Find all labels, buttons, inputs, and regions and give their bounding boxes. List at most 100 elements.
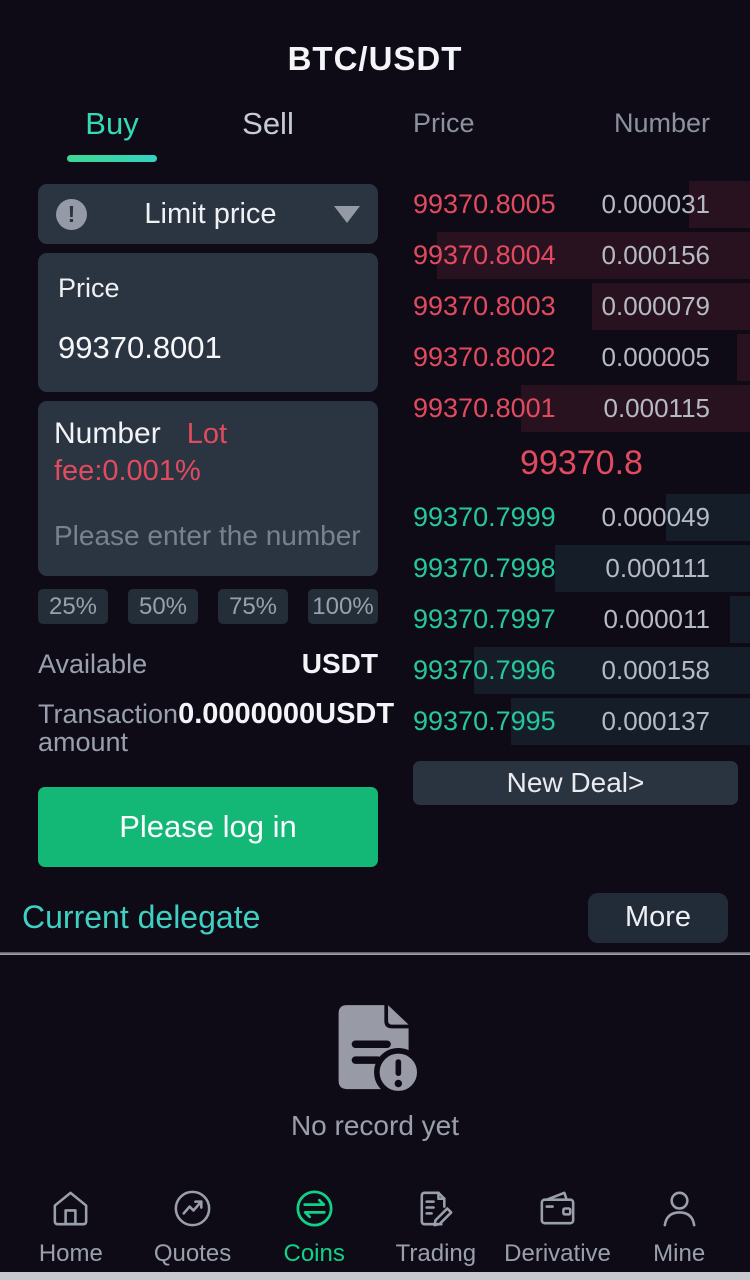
home-indicator-bar	[0, 1272, 750, 1280]
home-icon	[53, 1191, 88, 1226]
tab-sell[interactable]: Sell	[242, 106, 294, 141]
ask-depth-bar	[591, 283, 750, 330]
delegate-bar: Current delegate More	[0, 892, 750, 943]
bid-price: 99370.7998	[413, 553, 556, 583]
bid-price: 99370.7997	[413, 604, 556, 634]
available-label: Available	[38, 649, 148, 679]
bid-number: 0.000158	[601, 655, 710, 685]
main-content: Buy Sell ! Limit price Price 99370.8001 …	[0, 106, 750, 867]
exclamation-circle-icon: !	[56, 198, 87, 230]
bid-row[interactable]: 99370.7997 0.000011	[413, 594, 750, 645]
ask-number: 0.000031	[601, 189, 710, 219]
nav-label-quotes: Quotes	[153, 1240, 232, 1267]
asks-list: 99370.8005 0.000031 99370.8004 0.000156 9937…	[413, 179, 750, 434]
order-type-select[interactable]: ! Limit price	[38, 184, 378, 244]
bid-price: 99370.7995	[413, 706, 556, 736]
percent-100-button[interactable]: 100%	[308, 589, 378, 624]
nav-item-mine[interactable]: Mine	[618, 1185, 740, 1268]
bid-row[interactable]: 99370.7995 0.000137	[413, 696, 750, 747]
price-field[interactable]: Price 99370.8001	[38, 253, 378, 392]
more-button[interactable]: More	[588, 892, 728, 943]
ask-price: 99370.8003	[413, 291, 556, 321]
bid-number: 0.000049	[601, 502, 710, 532]
bid-price: 99370.7999	[413, 502, 556, 532]
nav-item-home[interactable]: Home	[10, 1185, 132, 1268]
bid-row[interactable]: 99370.7999 0.000049	[413, 492, 750, 543]
percent-25-button[interactable]: 25%	[38, 589, 108, 624]
ask-price: 99370.8002	[413, 342, 556, 372]
bids-list: 99370.7999 0.000049 99370.7998 0.000111 9937…	[413, 492, 750, 747]
bid-depth-bar	[473, 647, 750, 694]
last-price[interactable]: 99370.8	[520, 443, 643, 482]
new-deal-button[interactable]: New Deal>	[413, 761, 738, 805]
percent-75-button[interactable]: 75%	[218, 589, 288, 624]
nav-item-derivative[interactable]: Derivative	[497, 1185, 619, 1268]
tab-buy[interactable]: Buy	[64, 106, 160, 162]
transaction-label: Transaction amount	[38, 699, 179, 758]
order-book-header: Price Number	[413, 108, 750, 139]
available-value: USDT	[301, 648, 378, 679]
ask-number: 0.000005	[601, 342, 710, 372]
percent-row: 25% 50% 75% 100%	[38, 589, 378, 624]
ask-price: 99370.8004	[413, 240, 556, 270]
transaction-row: Transaction amount 0.0000000USDT	[38, 698, 394, 758]
bid-price: 99370.7996	[413, 655, 556, 685]
ask-row[interactable]: 99370.8003 0.000079	[413, 281, 750, 332]
person-icon	[663, 1191, 696, 1227]
nav-label-derivative: Derivative	[504, 1240, 611, 1267]
nav-label-trading: Trading	[395, 1240, 477, 1267]
empty-state-text: No record yet	[290, 1109, 460, 1141]
wallet-icon	[540, 1191, 575, 1225]
page-title: BTC/USDT	[287, 40, 463, 77]
fee-label: fee:0.001%	[54, 455, 201, 487]
ask-number: 0.000115	[603, 393, 710, 423]
bottom-nav: Home Quotes Coins Tr	[0, 1179, 750, 1272]
ask-price: 99370.8005	[413, 189, 556, 219]
header: BTC/USDT	[0, 0, 750, 78]
bid-number: 0.000111	[605, 553, 710, 583]
number-column-header: Number	[613, 108, 710, 138]
price-field-value[interactable]: 99370.8001	[58, 330, 222, 365]
bid-number: 0.000137	[601, 706, 710, 736]
nav-label-mine: Mine	[653, 1240, 706, 1267]
percent-50-button[interactable]: 50%	[128, 589, 198, 624]
ask-price: 99370.8001	[413, 393, 556, 423]
available-row: Available USDT	[38, 648, 378, 680]
ask-depth-bar	[689, 181, 750, 228]
price-column-header: Price	[413, 108, 475, 138]
price-field-label: Price	[58, 273, 120, 303]
amount-field[interactable]: Number Lot fee:0.001% Please enter the n…	[38, 401, 378, 576]
ask-depth-bar	[736, 334, 750, 381]
login-button[interactable]: Please log in	[38, 786, 378, 867]
order-type-label: Limit price	[144, 197, 277, 230]
ask-depth-bar	[436, 232, 750, 279]
nav-item-trading[interactable]: Trading	[375, 1185, 497, 1268]
bid-row[interactable]: 99370.7998 0.000111	[413, 543, 750, 594]
ask-number: 0.000156	[601, 240, 710, 270]
amount-field-label: Number	[54, 417, 161, 450]
buy-sell-tabs: Buy Sell	[38, 106, 378, 162]
bid-row[interactable]: 99370.7996 0.000158	[413, 645, 750, 696]
ask-row[interactable]: 99370.8001 0.000115	[413, 383, 750, 434]
ask-row[interactable]: 99370.8005 0.000031	[413, 179, 750, 230]
order-book: Price Number 99370.8005 0.000031 99370.800…	[395, 106, 750, 867]
chevron-down-icon	[334, 205, 360, 223]
transaction-value: 0.0000000USDT	[178, 698, 395, 730]
nav-item-quotes[interactable]: Quotes	[132, 1185, 254, 1268]
order-pencil-icon	[420, 1191, 453, 1227]
section-divider	[0, 951, 750, 955]
ask-row[interactable]: 99370.8004 0.000156	[413, 230, 750, 281]
ask-row[interactable]: 99370.8002 0.000005	[413, 332, 750, 383]
amount-input-placeholder[interactable]: Please enter the number	[54, 520, 361, 551]
nav-item-coins[interactable]: Coins	[253, 1185, 375, 1268]
document-alert-icon	[338, 1004, 423, 1097]
delegate-title: Current delegate	[22, 899, 261, 936]
ask-number: 0.000079	[601, 291, 710, 321]
amount-unit-label: Lot	[186, 418, 228, 450]
bid-depth-bar	[665, 494, 750, 541]
bid-depth-bar	[510, 698, 750, 745]
delegate-empty-state: No record yet	[0, 955, 750, 1179]
bid-depth-bar	[554, 545, 750, 592]
bid-number: 0.000011	[603, 604, 710, 634]
